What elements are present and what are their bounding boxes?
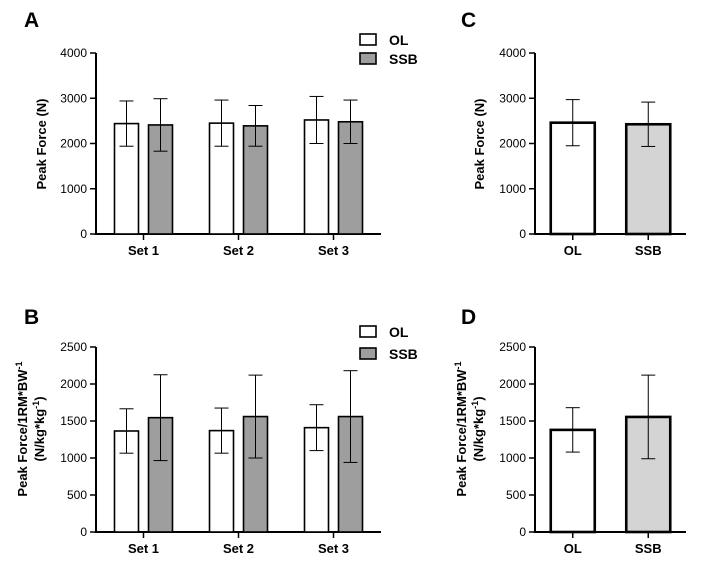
y-tick-label: 0 — [80, 227, 87, 241]
panel-b-y-axis-title-line2: (N/kg*kg-1) — [31, 396, 47, 461]
y-tick-label: 3000 — [60, 91, 87, 105]
x-category-label: Set 3 — [318, 243, 349, 258]
y-tick-label: 2000 — [499, 377, 526, 391]
y-tick-label: 0 — [519, 525, 526, 539]
y-tick-label: 0 — [80, 525, 87, 539]
panel-c-y-axis-title: Peak Force (N) — [472, 98, 487, 189]
y-tick-label: 4000 — [60, 46, 87, 60]
y-tick-label: 1000 — [60, 182, 87, 196]
panel-b-y-axis-title: Peak Force/1RM*BW-1 (N/kg*kg-1) — [14, 361, 47, 496]
panel-d-y-axis-title-line1: Peak Force/1RM*BW-1 — [453, 361, 469, 496]
y-tick-label: 1500 — [499, 414, 526, 428]
panel-b-y-axis-title-line1: Peak Force/1RM*BW-1 — [14, 361, 30, 496]
x-category-label: OL — [564, 541, 582, 556]
y-tick-label: 2500 — [60, 340, 87, 354]
x-category-label: Set 2 — [223, 541, 254, 556]
y-tick-label: 500 — [67, 488, 87, 502]
legend-ol-label: OL — [389, 32, 409, 48]
x-category-label: Set 1 — [128, 243, 159, 258]
y-tick-label: 1000 — [60, 451, 87, 465]
legend-ssb-swatch — [359, 52, 377, 65]
legend-ssb-label: SSB — [389, 51, 418, 67]
y-tick-label: 1000 — [499, 451, 526, 465]
panel-a-y-axis-title: Peak Force (N) — [34, 98, 49, 189]
panel-c-plot: 0 1000 2000 3000 4000 OL SSB — [499, 46, 686, 258]
x-category-label: SSB — [635, 243, 662, 258]
panel-a-plot: 0 1000 2000 3000 4000 Set 1 Set 2 Set 3 — [60, 46, 381, 258]
panel-d: D Peak Force/1RM*BW-1 (N/kg*kg-1) 0 500 10… — [453, 306, 686, 556]
legend-ssb-label: SSB — [389, 346, 418, 362]
x-category-label: Set 3 — [318, 541, 349, 556]
panel-b-letter: B — [24, 306, 39, 329]
panel-a: A Peak Force (N) 0 1000 2000 3000 4000 Set 1 S… — [24, 9, 418, 258]
y-tick-label: 2500 — [499, 340, 526, 354]
legend-ol-swatch — [359, 325, 377, 338]
panel-d-letter: D — [461, 306, 476, 329]
panel-d-plot: 0 500 1000 1500 2000 2500 OL SSB — [499, 340, 686, 556]
y-tick-label: 4000 — [499, 46, 526, 60]
y-tick-label: 3000 — [499, 91, 526, 105]
legend-ol-label: OL — [389, 324, 409, 340]
panel-b-plot: 0 500 1000 1500 2000 2500 Set 1 Set 2 Set 3 — [60, 340, 381, 556]
y-tick-label: 1500 — [60, 414, 87, 428]
legend-ssb-swatch — [359, 347, 377, 360]
x-category-label: Set 2 — [223, 243, 254, 258]
y-tick-label: 2000 — [60, 377, 87, 391]
x-category-label: OL — [564, 243, 582, 258]
x-category-label: SSB — [635, 541, 662, 556]
y-tick-label: 500 — [506, 488, 526, 502]
panel-a-legend: OL SSB — [359, 32, 418, 67]
x-category-label: Set 1 — [128, 541, 159, 556]
panel-b-legend: OL SSB — [359, 324, 418, 362]
panel-a-letter: A — [24, 9, 39, 32]
panel-d-y-axis-title-line2: (N/kg*kg-1) — [470, 396, 486, 461]
y-tick-label: 2000 — [60, 137, 87, 151]
panel-d-y-axis-title: Peak Force/1RM*BW-1 (N/kg*kg-1) — [453, 361, 486, 496]
y-tick-label: 2000 — [499, 137, 526, 151]
panel-c-letter: C — [461, 9, 476, 32]
y-tick-label: 0 — [519, 227, 526, 241]
y-tick-label: 1000 — [499, 182, 526, 196]
panel-c: C Peak Force (N) 0 1000 2000 3000 4000 OL SSB — [461, 9, 686, 258]
panel-b: B Peak Force/1RM*BW-1 (N/kg*kg-1) 0 500 10… — [14, 306, 418, 556]
legend-ol-swatch — [359, 33, 377, 46]
